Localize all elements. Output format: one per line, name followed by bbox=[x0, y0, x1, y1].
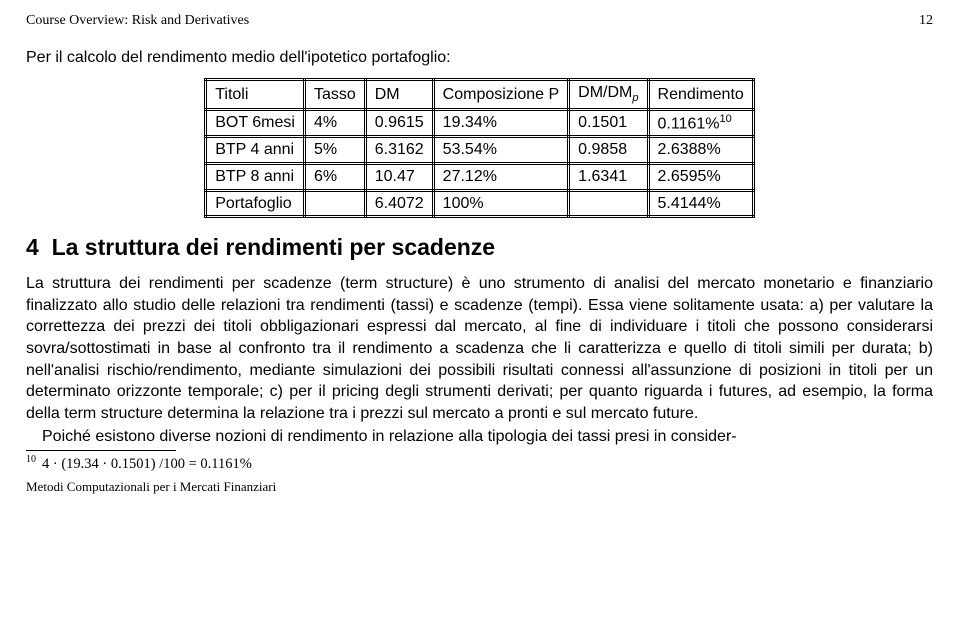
page-header: Course Overview: Risk and Derivatives 12 bbox=[26, 12, 933, 31]
cell: 2.6388% bbox=[648, 137, 753, 164]
col-titoli: Titoli bbox=[206, 80, 305, 109]
cell: BTP 4 anni bbox=[206, 137, 305, 164]
intro-text: Per il calcolo del rendimento medio dell… bbox=[26, 47, 933, 69]
cell: 6% bbox=[304, 164, 365, 191]
footnote-ref: 10 bbox=[26, 454, 36, 465]
section-title-text: La struttura dei rendimenti per scadenze bbox=[52, 234, 496, 260]
footnote-text: 4 · (19.34 · 0.1501) /100 = 0.1161% bbox=[42, 456, 252, 472]
cell: BTP 8 anni bbox=[206, 164, 305, 191]
section-heading: 4 La struttura dei rendimenti per scaden… bbox=[26, 232, 933, 263]
cell: 5.4144% bbox=[648, 190, 753, 217]
table-row: BTP 4 anni 5% 6.3162 53.54% 0.9858 2.638… bbox=[206, 137, 754, 164]
cell: 0.1501 bbox=[569, 109, 648, 137]
cell: 6.3162 bbox=[365, 137, 433, 164]
cell: 0.9858 bbox=[569, 137, 648, 164]
footnote: 10 4 · (19.34 · 0.1501) /100 = 0.1161% bbox=[26, 453, 933, 474]
section-number: 4 bbox=[26, 234, 39, 260]
cell: 27.12% bbox=[433, 164, 569, 191]
cell: 0.1161%10 bbox=[648, 109, 753, 137]
table-row: BTP 8 anni 6% 10.47 27.12% 1.6341 2.6595… bbox=[206, 164, 754, 191]
table-row: BOT 6mesi 4% 0.9615 19.34% 0.1501 0.1161… bbox=[206, 109, 754, 137]
cell: 2.6595% bbox=[648, 164, 753, 191]
cell: BOT 6mesi bbox=[206, 109, 305, 137]
col-dm: DM bbox=[365, 80, 433, 109]
cell: 6.4072 bbox=[365, 190, 433, 217]
paragraph-2: Poiché esistono diverse nozioni di rendi… bbox=[26, 426, 933, 448]
cell: 53.54% bbox=[433, 137, 569, 164]
cell: 1.6341 bbox=[569, 164, 648, 191]
col-rendimento: Rendimento bbox=[648, 80, 753, 109]
cell: 5% bbox=[304, 137, 365, 164]
col-composizione: Composizione P bbox=[433, 80, 569, 109]
cell: 100% bbox=[433, 190, 569, 217]
cell: 19.34% bbox=[433, 109, 569, 137]
footnote-rule bbox=[26, 450, 176, 451]
portfolio-table: Titoli Tasso DM Composizione P DM/DMp Re… bbox=[204, 78, 755, 218]
table-row: Portafoglio 6.4072 100% 5.4144% bbox=[206, 190, 754, 217]
cell: 0.9615 bbox=[365, 109, 433, 137]
cell: 10.47 bbox=[365, 164, 433, 191]
col-dmdmp: DM/DMp bbox=[569, 80, 648, 109]
cell bbox=[304, 190, 365, 217]
cell: Portafoglio bbox=[206, 190, 305, 217]
header-course-title: Course Overview: Risk and Derivatives bbox=[26, 12, 249, 31]
page-footer: Metodi Computazionali per i Mercati Fina… bbox=[26, 478, 933, 496]
paragraph-1: La struttura dei rendimenti per scadenze… bbox=[26, 273, 933, 424]
table-header-row: Titoli Tasso DM Composizione P DM/DMp Re… bbox=[206, 80, 754, 109]
page-number: 12 bbox=[919, 12, 933, 31]
col-tasso: Tasso bbox=[304, 80, 365, 109]
cell: 4% bbox=[304, 109, 365, 137]
cell bbox=[569, 190, 648, 217]
